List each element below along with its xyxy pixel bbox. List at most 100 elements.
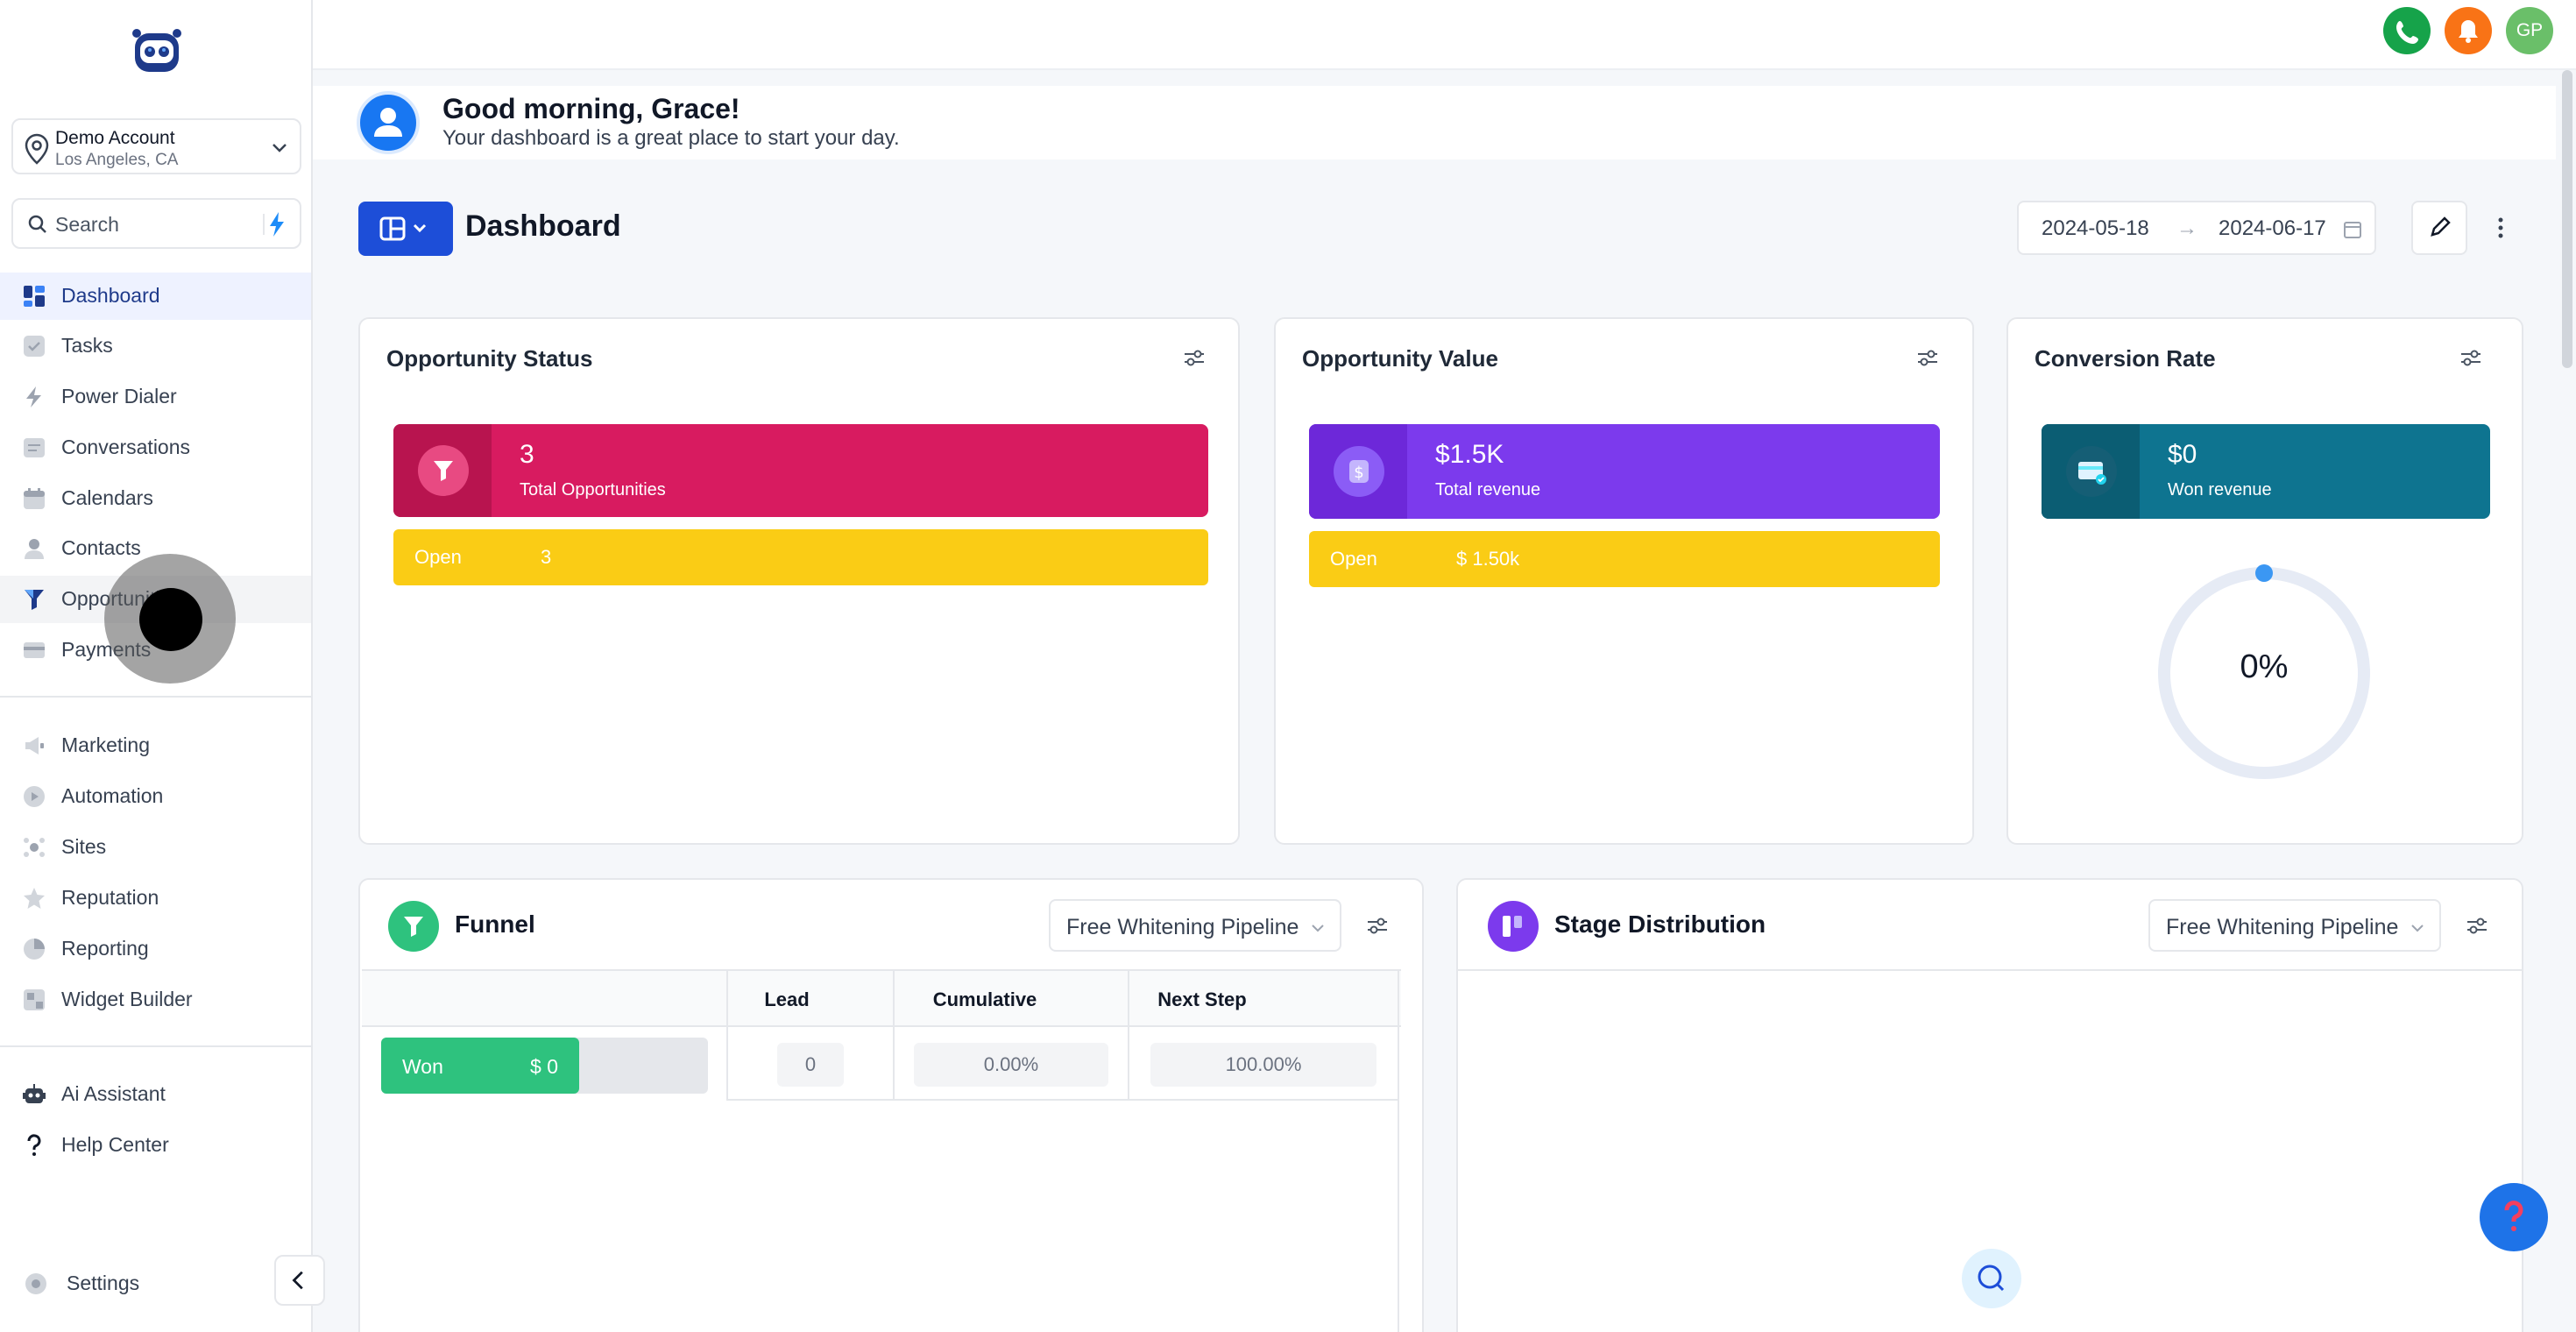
account-switcher[interactable]: Demo Account Los Angeles, CA <box>11 118 301 174</box>
sidebar-item-reporting[interactable]: Reporting <box>0 925 311 973</box>
arrow-right-icon: → <box>2176 216 2197 240</box>
sidebar-item-automation[interactable]: Automation <box>0 773 311 820</box>
sidebar-item-widget-builder[interactable]: Widget Builder <box>0 976 311 1024</box>
scrollbar[interactable] <box>2562 70 2572 368</box>
table-divider <box>1128 969 1129 1101</box>
card-title: Opportunity Value <box>1302 345 1498 372</box>
user-avatar[interactable]: GP <box>2506 7 2553 54</box>
date-to: 2024-06-17 <box>2219 216 2326 240</box>
chevron-left-icon <box>292 1271 303 1290</box>
dashboard-switcher-button[interactable] <box>358 202 453 256</box>
sidebar-item-calendars[interactable]: Calendars <box>0 475 311 522</box>
chevron-down-icon <box>1312 925 1324 932</box>
collapse-sidebar-button[interactable] <box>274 1255 325 1306</box>
greeting-banner: Good morning, Grace! Your dashboard is a… <box>313 86 2556 159</box>
sidebar-item-contacts[interactable]: Contacts <box>0 525 311 572</box>
metric-value: $0 <box>2168 440 2197 469</box>
date-range-picker[interactable]: 2024-05-18 → 2024-06-17 <box>2017 201 2376 255</box>
open-label: Open <box>1330 548 1377 570</box>
column-header-lead: Lead <box>764 988 810 1010</box>
lightning-icon[interactable] <box>263 210 289 238</box>
open-label: Open <box>414 546 462 568</box>
funnel-icon <box>388 901 439 952</box>
date-from: 2024-05-18 <box>2042 216 2149 240</box>
metric-value: $1.5K <box>1435 440 1504 469</box>
stage-name: Won <box>402 1055 443 1078</box>
sidebar-item-power-dialer[interactable]: Power Dialer <box>0 373 311 421</box>
more-options-icon[interactable] <box>2485 209 2516 247</box>
stage-distribution-card: Stage Distribution Free Whitening Pipeli… <box>1456 878 2523 1332</box>
notifications-button[interactable] <box>2445 7 2492 54</box>
table-divider <box>726 969 728 1101</box>
reputation-icon <box>24 888 45 909</box>
sidebar-item-label: Reporting <box>61 937 149 960</box>
sidebar-item-sites[interactable]: Sites <box>0 824 311 871</box>
pipeline-select[interactable]: Free Whitening Pipeline <box>2148 899 2441 952</box>
next-step-cell: 100.00% <box>1150 1043 1376 1087</box>
question-icon <box>27 1134 41 1156</box>
phone-button[interactable] <box>2383 7 2431 54</box>
table-divider <box>893 969 895 1101</box>
sidebar-item-conversations[interactable]: Conversations <box>0 424 311 471</box>
pipeline-select[interactable]: Free Whitening Pipeline <box>1049 899 1341 952</box>
sidebar: Demo Account Los Angeles, CA Search Dash… <box>0 0 313 1332</box>
payments-icon <box>24 642 45 658</box>
power-dialer-icon <box>26 386 41 407</box>
sidebar-item-label: Help Center <box>61 1133 169 1156</box>
pipeline-select-value: Free Whitening Pipeline <box>2166 915 2399 939</box>
sidebar-divider <box>0 1045 311 1047</box>
reporting-icon <box>24 939 45 960</box>
card-title: Opportunity Status <box>386 345 593 372</box>
top-bar: GP <box>313 0 2576 70</box>
funnel-icon <box>418 445 469 496</box>
table-divider <box>1398 969 1399 1332</box>
user-avatar-icon <box>357 91 420 154</box>
search-loading-icon <box>1962 1249 2021 1308</box>
calendar-icon <box>24 488 45 509</box>
filter-icon <box>25 590 44 610</box>
card-title: Stage Distribution <box>1554 910 1766 938</box>
sidebar-item-tasks[interactable]: Tasks <box>0 322 311 370</box>
filter-settings-icon[interactable] <box>2464 913 2490 938</box>
sidebar-item-label: Automation <box>61 784 164 807</box>
won-revenue-tile: $0 Won revenue <box>2042 424 2490 519</box>
help-widget-button[interactable] <box>2480 1183 2548 1251</box>
opportunity-status-card: Opportunity Status 3 Total Opportunities… <box>358 317 1240 845</box>
stage-distribution-icon <box>1488 901 1539 952</box>
sidebar-item-marketing[interactable]: Marketing <box>0 722 311 769</box>
funnel-stage-fill: Won $ 0 <box>381 1038 579 1094</box>
marketing-icon <box>25 737 44 755</box>
filter-settings-icon[interactable] <box>1914 345 1941 370</box>
table-row-border <box>726 1099 1399 1101</box>
sidebar-item-help-center[interactable]: Help Center <box>0 1122 311 1169</box>
total-opportunities-tile: 3 Total Opportunities <box>393 424 1208 517</box>
sidebar-item-label: Marketing <box>61 733 150 756</box>
sidebar-item-label: Sites <box>61 835 107 858</box>
open-value: 3 <box>541 546 552 568</box>
opportunity-value-card: Opportunity Value $ $1.5K Total revenue … <box>1274 317 1974 845</box>
open-value: $ 1.50k <box>1456 548 1520 570</box>
conversion-ring <box>2158 564 2370 779</box>
card-header-divider <box>1458 969 2522 971</box>
metric-icon-box: $ <box>1309 424 1407 519</box>
funnel-stage-bar: Won $ 0 <box>381 1038 708 1094</box>
sidebar-item-label: Power Dialer <box>61 385 177 407</box>
metric-value: 3 <box>520 440 534 469</box>
funnel-card: Funnel Free Whitening Pipeline Lead Cumu… <box>358 878 1424 1332</box>
stage-amount: $ 0 <box>530 1055 558 1078</box>
robot-logo-icon[interactable] <box>130 25 184 75</box>
filter-settings-icon[interactable] <box>1364 913 1391 938</box>
sidebar-item-ai-assistant[interactable]: Ai Assistant <box>0 1071 311 1118</box>
edit-dashboard-button[interactable] <box>2411 201 2467 255</box>
widget-builder-icon <box>24 989 45 1010</box>
metric-label: Total Opportunities <box>520 480 666 499</box>
sidebar-item-dashboard[interactable]: Dashboard <box>0 273 311 320</box>
sidebar-item-settings[interactable]: Settings <box>0 1260 311 1307</box>
pencil-icon <box>2431 216 2451 237</box>
sidebar-item-reputation[interactable]: Reputation <box>0 875 311 922</box>
greeting-subtitle: Your dashboard is a great place to start… <box>442 126 900 150</box>
column-header-next-step: Next Step <box>1157 988 1247 1010</box>
filter-settings-icon[interactable] <box>1181 345 1207 370</box>
sidebar-search[interactable]: Search <box>11 198 301 249</box>
filter-settings-icon[interactable] <box>2458 345 2484 370</box>
